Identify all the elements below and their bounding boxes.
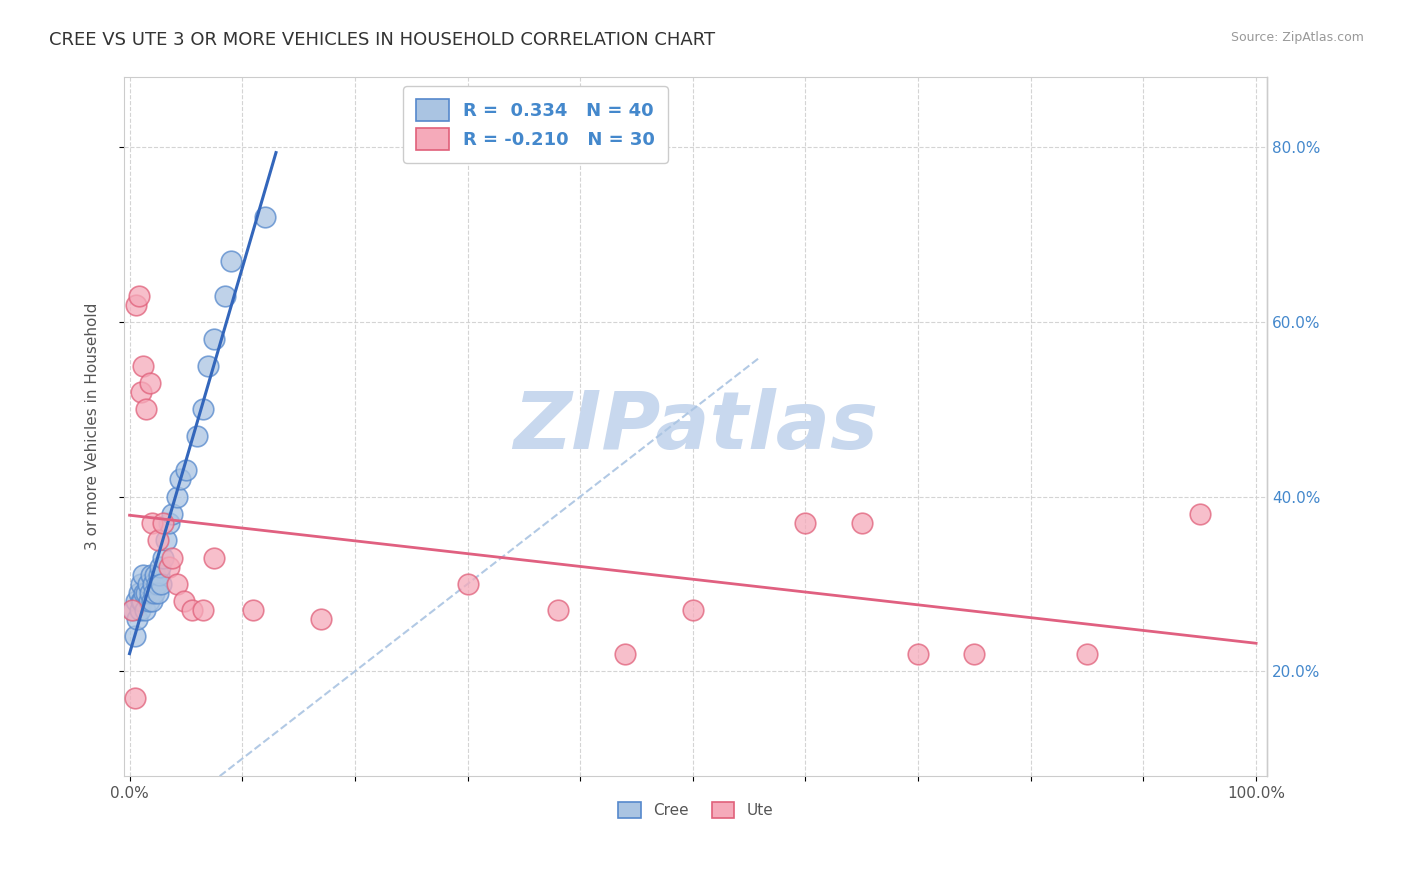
Point: [191, 603, 214, 617]
Point: [1188, 507, 1211, 521]
Point: [141, 516, 163, 530]
Point: [794, 516, 817, 530]
Point: [157, 516, 180, 530]
Point: [191, 402, 214, 417]
Point: [128, 289, 150, 303]
Point: [129, 384, 152, 399]
Point: [682, 603, 704, 617]
Point: [963, 647, 986, 661]
Point: [907, 647, 929, 661]
Point: [149, 559, 172, 574]
Point: [166, 490, 188, 504]
Point: [547, 603, 569, 617]
Point: [125, 594, 148, 608]
Point: [173, 594, 195, 608]
Point: [124, 629, 146, 643]
Point: [129, 577, 152, 591]
Point: [146, 533, 169, 548]
Point: [197, 359, 219, 373]
Point: [148, 568, 170, 582]
Point: [1076, 647, 1098, 661]
Point: [138, 594, 160, 608]
Point: [135, 586, 157, 600]
Point: [219, 253, 242, 268]
Y-axis label: 3 or more Vehicles in Household: 3 or more Vehicles in Household: [86, 303, 100, 550]
Point: [129, 594, 152, 608]
Point: [186, 428, 208, 442]
Point: [214, 289, 236, 303]
Text: ZIPatlas: ZIPatlas: [513, 388, 879, 466]
Point: [134, 603, 156, 617]
Point: [136, 577, 159, 591]
Point: [202, 550, 225, 565]
Point: [135, 402, 157, 417]
Point: [131, 594, 153, 608]
Point: [141, 594, 163, 608]
Point: [150, 577, 173, 591]
Point: [139, 586, 162, 600]
Point: [162, 507, 184, 521]
Point: [121, 603, 143, 617]
Point: [122, 603, 145, 617]
Point: [174, 463, 197, 477]
Point: [152, 516, 174, 530]
Point: [457, 577, 479, 591]
Point: [152, 550, 174, 565]
Point: [162, 550, 184, 565]
Point: [155, 533, 177, 548]
Point: [169, 472, 191, 486]
Point: [202, 333, 225, 347]
Point: [132, 359, 155, 373]
Text: Source: ZipAtlas.com: Source: ZipAtlas.com: [1230, 31, 1364, 45]
Point: [125, 297, 148, 311]
Point: [180, 603, 202, 617]
Point: [142, 577, 165, 591]
Point: [157, 559, 180, 574]
Point: [253, 210, 276, 224]
Point: [145, 568, 167, 582]
Point: [145, 577, 167, 591]
Point: [139, 376, 162, 391]
Point: [124, 690, 146, 705]
Point: [309, 612, 332, 626]
Point: [132, 568, 155, 582]
Legend: Cree, Ute: Cree, Ute: [612, 797, 779, 824]
Point: [851, 516, 873, 530]
Point: [139, 568, 162, 582]
Point: [134, 586, 156, 600]
Point: [128, 586, 150, 600]
Point: [143, 586, 166, 600]
Point: [127, 612, 149, 626]
Point: [614, 647, 637, 661]
Point: [166, 577, 188, 591]
Text: CREE VS UTE 3 OR MORE VEHICLES IN HOUSEHOLD CORRELATION CHART: CREE VS UTE 3 OR MORE VEHICLES IN HOUSEH…: [49, 31, 716, 49]
Point: [146, 586, 169, 600]
Point: [128, 603, 150, 617]
Point: [242, 603, 264, 617]
